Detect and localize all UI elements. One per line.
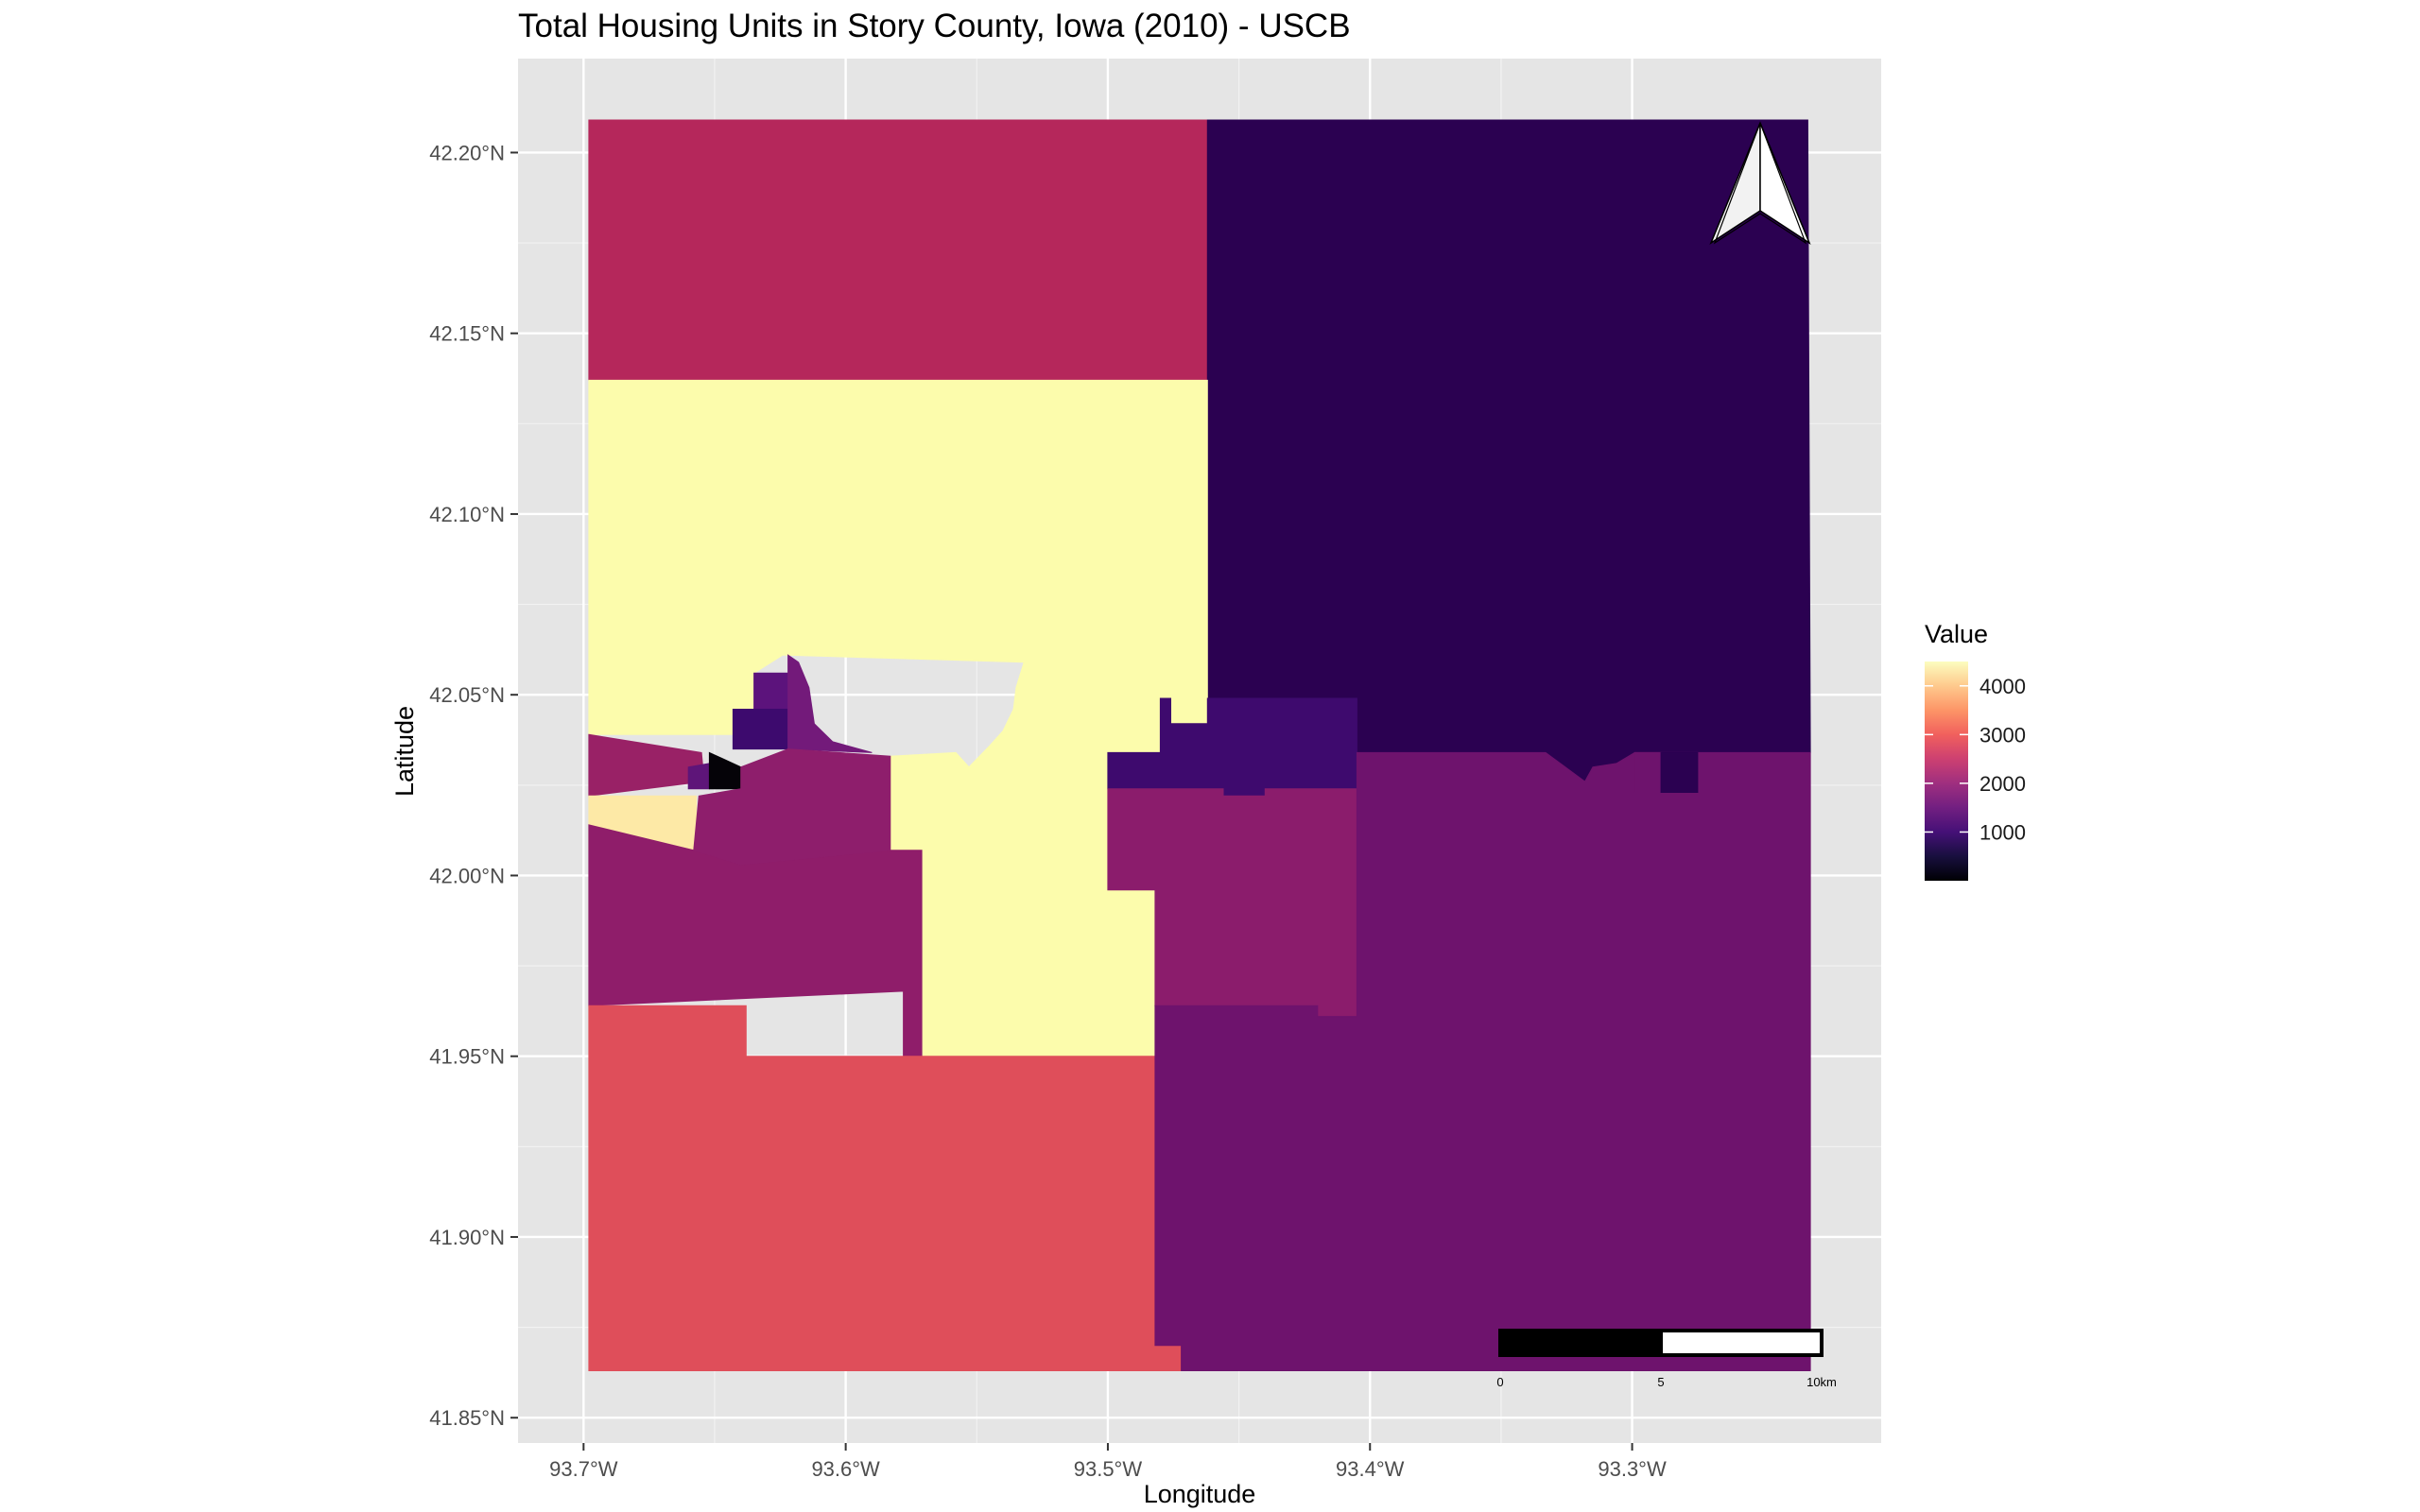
region-south-east (1154, 751, 1811, 1371)
y-tick-label: 41.85°N (429, 1406, 505, 1430)
y-tick-label: 42.15°N (429, 322, 505, 346)
y-axis-title: Latitude (390, 706, 419, 797)
region-south-west (588, 1005, 1183, 1371)
region-ames-north-1 (753, 672, 789, 710)
region-ames-center-1 (687, 763, 710, 790)
legend-break-label: 1000 (1979, 820, 2026, 844)
scale-label-mid: 5 (1657, 1375, 1664, 1389)
x-tick-label: 93.3°W (1598, 1457, 1667, 1481)
y-tick-label: 42.20°N (429, 141, 505, 164)
y-tick-label: 42.10°N (429, 503, 505, 526)
region-ames-center-2 (693, 748, 891, 866)
legend-title: Value (1925, 620, 1988, 648)
y-tick-label: 42.05°N (429, 683, 505, 707)
x-tick-label: 93.5°W (1074, 1457, 1143, 1481)
region-east-notch-fill (1660, 751, 1699, 793)
legend: Value 1000 2000 3000 4000 (1925, 620, 2026, 881)
legend-break-label: 3000 (1979, 723, 2026, 747)
y-tick-label: 41.95°N (429, 1045, 505, 1069)
scale-label-start: 0 (1496, 1375, 1503, 1389)
region-north-west (588, 119, 1208, 381)
region-east-notch-1 (1634, 751, 1662, 793)
x-axis-title: Longitude (1144, 1480, 1256, 1508)
scale-label-end: 10km (1806, 1375, 1837, 1389)
x-tick-label: 93.6°W (811, 1457, 880, 1481)
scale-bar: 0 5 10km (1496, 1329, 1837, 1389)
x-tick-label: 93.7°W (549, 1457, 618, 1481)
legend-break-label: 2000 (1979, 772, 2026, 796)
x-axis: 93.7°W 93.6°W 93.5°W 93.4°W 93.3°W (549, 1443, 1667, 1481)
y-tick-label: 42.00°N (429, 864, 505, 887)
x-tick-label: 93.4°W (1336, 1457, 1405, 1481)
regions (588, 119, 1811, 1371)
y-tick-label: 41.90°N (429, 1226, 505, 1249)
north-arrow-icon (1709, 121, 1811, 245)
legend-break-label: 4000 (1979, 675, 2026, 698)
legend-colorbar (1925, 662, 1968, 881)
y-axis: 42.20°N 42.15°N 42.10°N 42.05°N 42.00°N 41.95… (429, 141, 518, 1430)
region-ames-north-2 (732, 709, 789, 750)
map-title: Total Housing Units in Story County, Iow… (518, 8, 1351, 44)
